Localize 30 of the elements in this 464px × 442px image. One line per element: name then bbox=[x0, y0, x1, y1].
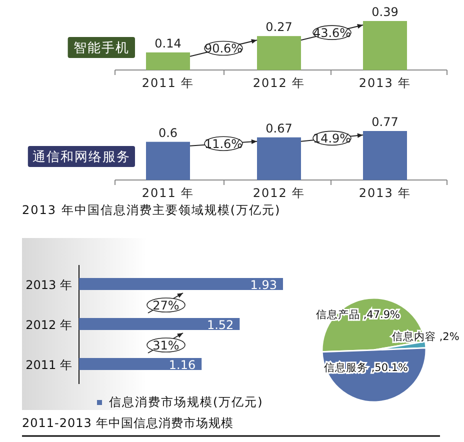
x-tick-label: 2011 年 bbox=[142, 186, 194, 200]
data-label: 0.77 bbox=[372, 115, 398, 129]
data-label: 0.14 bbox=[154, 36, 182, 50]
data-label: 1.16 bbox=[168, 358, 196, 372]
data-label: 0.67 bbox=[266, 121, 292, 136]
y-tick-label: 2012 年 bbox=[26, 318, 72, 332]
data-label: 0.27 bbox=[266, 20, 292, 34]
y-tick-label: 2013 年 bbox=[26, 278, 72, 292]
legend-label: 信息消费市场规模(万亿元) bbox=[109, 395, 264, 409]
x-tick-label: 2013 年 bbox=[358, 76, 412, 90]
text: 通信和网络服务 bbox=[32, 150, 130, 165]
x-tick-label: 2013 年 bbox=[358, 186, 412, 200]
annotation: 90.6% bbox=[204, 42, 243, 56]
text: 2013 年中国信息消费主要领域规模(万亿元) bbox=[22, 203, 281, 217]
annotation: 27% bbox=[152, 298, 180, 312]
annotation: 31% bbox=[152, 338, 180, 352]
text: 2011-2013 年中国信息消费市场规模 bbox=[22, 416, 234, 430]
x-tick-label: 2011 年 bbox=[142, 76, 194, 90]
data-label: 0.39 bbox=[372, 5, 398, 19]
annotation: 11.6% bbox=[204, 137, 243, 152]
slice-label: 信息产品 ,47.9% bbox=[316, 308, 400, 321]
y-tick-label: 2011 年 bbox=[26, 358, 72, 372]
data-label: 1.52 bbox=[206, 318, 234, 332]
data-label: 1.93 bbox=[250, 278, 277, 292]
annotation: 43.6% bbox=[312, 26, 352, 40]
x-tick-label: 2012 年 bbox=[252, 186, 306, 200]
data-label: 0.6 bbox=[158, 126, 178, 140]
text: 智能手机 bbox=[73, 41, 130, 56]
annotation: 14.9% bbox=[312, 132, 352, 146]
x-tick-label: 2012 年 bbox=[252, 76, 306, 90]
